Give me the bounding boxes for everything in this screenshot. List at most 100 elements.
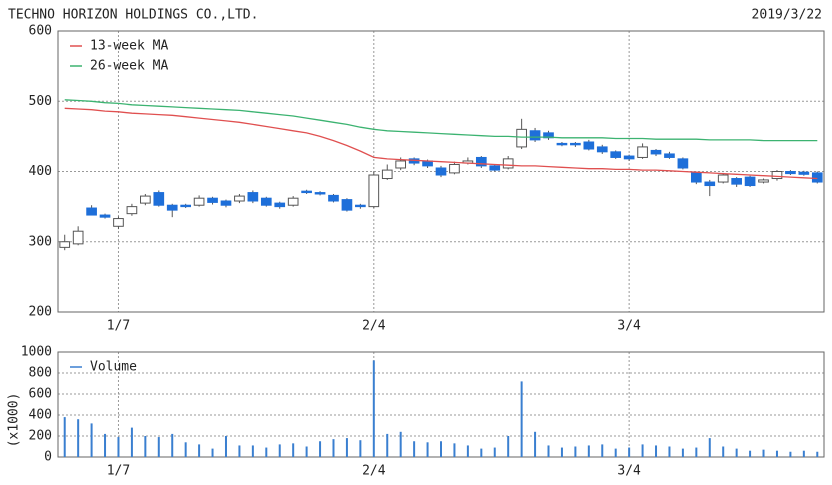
candle-body — [475, 156, 487, 167]
candle-body — [234, 195, 245, 202]
volume-bar — [775, 450, 778, 457]
volume-bar — [399, 431, 402, 457]
candle-body — [368, 174, 380, 208]
volume-bar — [372, 360, 375, 457]
candle-body — [193, 197, 205, 206]
volume-bar — [77, 419, 80, 457]
x-tick-label: 2/4 — [362, 319, 386, 334]
volume-bar — [466, 445, 469, 457]
x-tick-label: 3/4 — [617, 464, 641, 479]
volume-bar — [440, 441, 442, 457]
volume-bar — [157, 437, 160, 457]
candle-body — [785, 171, 796, 175]
volume-bar — [345, 438, 348, 457]
volume-bar — [184, 442, 187, 457]
volume-bar — [292, 443, 295, 457]
candle-body — [260, 197, 272, 206]
candle-body — [449, 163, 460, 174]
volume-bar — [386, 433, 389, 457]
y-tick-label: 400 — [29, 164, 52, 179]
candle-body — [247, 192, 259, 202]
volume-bar — [507, 436, 510, 457]
candle-body — [529, 130, 541, 141]
volume-bar — [224, 436, 227, 457]
volume-bar — [251, 445, 254, 457]
y-tick-label: 500 — [29, 94, 52, 109]
ma-line — [64, 107, 818, 180]
volume-bar — [305, 446, 308, 457]
volume-bar — [534, 431, 537, 457]
candle-body — [650, 149, 662, 155]
candle-body — [610, 151, 622, 158]
volume-bar — [735, 448, 738, 457]
candle-body — [596, 146, 608, 153]
volume-bar — [171, 433, 174, 457]
volume-bar — [493, 447, 496, 457]
volume-bar — [198, 444, 201, 457]
volume-bar — [681, 448, 684, 457]
volume-bar — [130, 427, 133, 457]
ma-line — [64, 99, 818, 142]
candle-body — [637, 146, 648, 158]
candle-body — [314, 192, 326, 195]
y-axis-label: (x1000) — [7, 393, 22, 448]
volume-bar — [319, 441, 322, 457]
x-tick-label: 3/4 — [617, 319, 641, 334]
volume-bar — [144, 436, 147, 457]
volume-bar — [453, 443, 456, 457]
candle-body — [623, 155, 635, 160]
candle-body — [704, 181, 716, 187]
y-tick-label: 1000 — [21, 345, 52, 360]
candle-body — [543, 132, 554, 139]
candle-body — [744, 176, 756, 187]
volume-bar — [695, 447, 698, 457]
volume-bar — [708, 438, 711, 457]
candle-body — [583, 141, 595, 150]
candle-body — [570, 142, 581, 146]
volume-bar — [278, 444, 281, 457]
y-tick-label: 400 — [29, 408, 52, 423]
volume-bar — [762, 449, 765, 457]
volume-bar — [480, 448, 483, 457]
volume-bar — [211, 448, 214, 457]
volume-bar — [628, 447, 631, 457]
candle-body — [166, 204, 178, 211]
volume-bar — [547, 445, 550, 457]
candle-body — [516, 128, 527, 148]
candle-body — [220, 200, 232, 206]
volume-bar — [238, 445, 241, 457]
volume-bar — [90, 423, 93, 457]
candle-body — [99, 214, 111, 218]
candle-body — [435, 167, 447, 176]
volume-bar — [668, 446, 671, 457]
volume-bar — [816, 451, 819, 457]
volume-bar — [117, 437, 120, 457]
volume-bar — [789, 451, 792, 457]
volume-bar — [802, 450, 805, 457]
candle-body — [341, 199, 353, 211]
candle-body — [731, 178, 742, 185]
y-tick-label: 0 — [44, 450, 52, 465]
volume-bar — [332, 439, 335, 457]
plot-frame — [57, 30, 825, 313]
chart-title: TECHNO HORIZON HOLDINGS CO.,LTD. — [8, 8, 258, 23]
candle-body — [301, 190, 312, 194]
candle-body — [140, 195, 151, 204]
volume-bar — [359, 440, 362, 457]
candle-body — [717, 174, 729, 183]
candle-body — [811, 172, 823, 183]
volume-bar — [641, 444, 644, 457]
candle-body — [59, 241, 71, 248]
chart-date: 2019/3/22 — [752, 8, 822, 23]
volume-bar — [63, 417, 66, 457]
y-tick-label: 300 — [29, 234, 52, 249]
y-tick-label: 200 — [29, 305, 52, 320]
candle-body — [502, 158, 514, 169]
legend-label: Volume — [90, 360, 137, 375]
volume-bar — [413, 441, 416, 457]
candle-body — [381, 169, 393, 180]
candle-body — [395, 160, 407, 169]
legend-label: 13-week MA — [90, 39, 168, 54]
volume-bar — [426, 442, 429, 457]
